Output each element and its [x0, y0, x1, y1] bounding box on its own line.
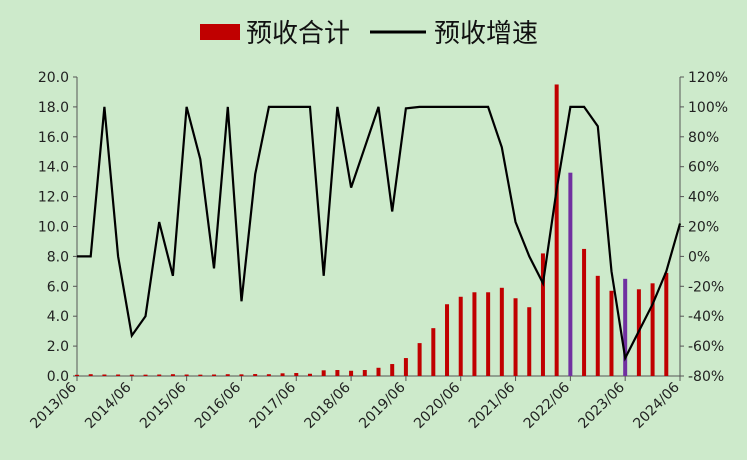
legend-swatch-bar — [200, 24, 240, 40]
bar-3 — [116, 374, 121, 376]
bar-30 — [486, 292, 491, 376]
bar-9 — [198, 374, 203, 376]
bar-37 — [582, 248, 587, 376]
bar-6 — [157, 374, 162, 376]
bar-5 — [143, 374, 148, 376]
bar-27 — [445, 304, 450, 376]
bar-21 — [362, 370, 367, 376]
bar-4 — [129, 374, 134, 376]
bar-16 — [294, 373, 299, 376]
bar-26 — [431, 328, 436, 376]
bar-1 — [88, 374, 93, 376]
bar-14 — [266, 374, 271, 376]
x-tick-label: 2018/06 — [301, 379, 354, 432]
bar-10 — [212, 374, 217, 376]
bar-11 — [225, 374, 230, 376]
bar-13 — [253, 374, 258, 376]
bar-28 — [458, 296, 463, 376]
x-tick-label: 2021/06 — [466, 379, 519, 432]
bar-18 — [321, 370, 326, 376]
bar-2 — [102, 374, 107, 376]
bar-20 — [349, 370, 354, 376]
bar-32 — [513, 298, 518, 376]
line-series — [76, 105, 682, 362]
right-tick-label: 120% — [688, 70, 728, 86]
x-tick-label: 2016/06 — [192, 379, 245, 432]
left-tick-label: 2.0 — [47, 339, 69, 355]
left-tick-label: 10.0 — [38, 220, 69, 236]
left-tick-label: 20.0 — [38, 70, 69, 86]
left-tick-label: 16.0 — [38, 130, 69, 146]
x-tick-label: 2017/06 — [247, 379, 300, 432]
bar-40 — [623, 278, 628, 376]
x-tick-label: 2024/06 — [630, 379, 683, 432]
bar-7 — [170, 374, 175, 376]
right-tick-label: -40% — [688, 309, 724, 325]
legend: 预收合计 预收增速 — [200, 19, 538, 49]
x-tick-label: 2023/06 — [576, 379, 629, 432]
right-tick-label: 40% — [688, 190, 719, 206]
bar-35 — [554, 84, 559, 376]
right-tick-label: -80% — [688, 369, 724, 385]
bar-25 — [417, 343, 422, 376]
bar-15 — [280, 373, 285, 376]
left-tick-label: 14.0 — [38, 160, 69, 176]
right-tick-label: 60% — [688, 160, 719, 176]
bar-36 — [568, 172, 573, 376]
x-tick-label: 2015/06 — [137, 379, 190, 432]
right-tick-label: -60% — [688, 339, 724, 355]
x-tick-label: 2022/06 — [521, 379, 574, 432]
axes: 0.0 2.0 4.0 6.0 8.0 10.0 12.0 14.0 16.0 18.0 20.0 -… — [27, 70, 728, 432]
right-tick-label: 80% — [688, 130, 719, 146]
right-tick-label: 20% — [688, 220, 719, 236]
bar-8 — [184, 374, 189, 376]
x-tick-label: 2019/06 — [356, 379, 409, 432]
bar-39 — [609, 290, 614, 376]
growth-line — [77, 105, 682, 362]
bar-23 — [390, 364, 395, 376]
x-tick-label: 2020/06 — [411, 379, 464, 432]
right-tick-label: -20% — [688, 279, 724, 295]
left-tick-label: 4.0 — [47, 309, 69, 325]
bar-43 — [664, 272, 669, 376]
bar-42 — [650, 283, 655, 376]
bar-17 — [307, 373, 312, 376]
bar-29 — [472, 292, 477, 376]
bar-0 — [75, 374, 79, 376]
bar-24 — [403, 358, 408, 376]
left-tick-label: 6.0 — [47, 279, 69, 295]
legend-label-line: 预收增速 — [434, 19, 538, 49]
bar-38 — [595, 275, 600, 376]
bar-22 — [376, 367, 381, 376]
bar-31 — [499, 287, 504, 376]
left-tick-label: 12.0 — [38, 190, 69, 206]
x-tick-label: 2013/06 — [27, 379, 80, 432]
x-tick-label: 2014/06 — [82, 379, 135, 432]
left-tick-label: 18.0 — [38, 100, 69, 116]
bar-19 — [335, 370, 340, 376]
bar-12 — [239, 374, 244, 376]
right-tick-label: 100% — [688, 100, 728, 116]
bar-33 — [527, 307, 532, 376]
left-tick-label: 8.0 — [47, 249, 69, 265]
right-tick-label: 0% — [688, 249, 710, 265]
left-tick-label: 0.0 — [47, 369, 69, 385]
bar-34 — [540, 253, 545, 376]
legend-label-bar: 预收合计 — [246, 19, 350, 49]
